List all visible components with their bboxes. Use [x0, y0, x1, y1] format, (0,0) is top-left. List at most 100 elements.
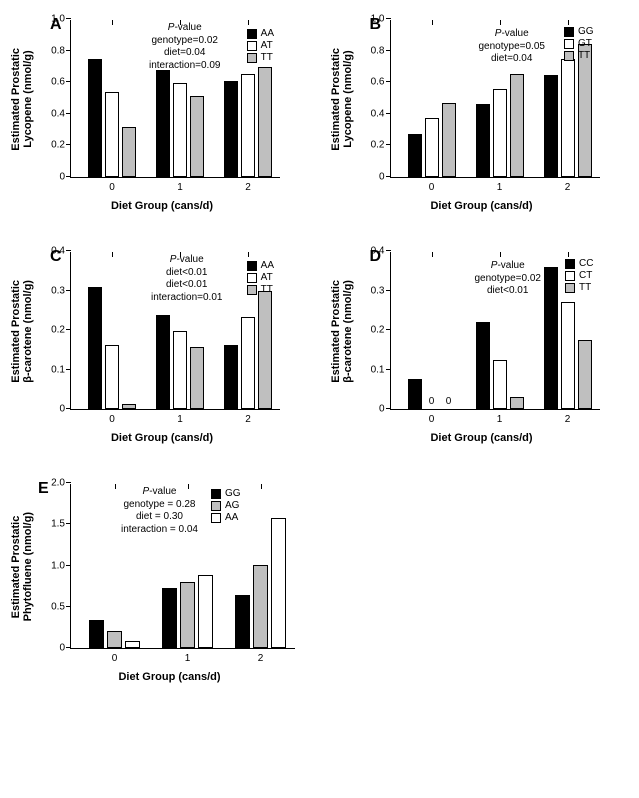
pvalue-line: interaction=0.01	[151, 292, 222, 305]
bar	[408, 134, 422, 177]
legend-item: GT	[564, 38, 594, 49]
legend-label: TT	[579, 282, 591, 293]
legend-item: GG	[564, 26, 594, 37]
pvalue-box: P-valuediet<0.01diet<0.01interaction=0.0…	[151, 254, 222, 304]
x-tick-label: 1	[177, 177, 183, 193]
x-tick-label: 2	[245, 409, 251, 425]
y-tick-label: 0.4	[371, 108, 391, 119]
legend-item: AA	[211, 512, 241, 523]
bar	[241, 317, 255, 409]
legend-label: GG	[225, 488, 241, 499]
x-tick-label: 2	[565, 409, 571, 425]
pvalue-line: diet<0.01	[475, 285, 541, 298]
bar	[190, 96, 204, 177]
y-tick-label: 0.6	[371, 77, 391, 88]
y-tick-label: 0.5	[51, 601, 71, 612]
bar	[122, 404, 136, 409]
x-tick-label: 0	[109, 409, 115, 425]
pvalue-line: interaction = 0.04	[121, 524, 198, 537]
bar	[476, 322, 490, 409]
y-tick-label: 0	[59, 172, 71, 183]
pvalue-line: diet=0.04	[149, 47, 220, 60]
bar	[578, 340, 592, 409]
x-tick-label: 0	[112, 648, 118, 664]
legend-label: TT	[578, 50, 590, 61]
y-axis-label: Estimated ProstaticPhytofluene (nmol/g)	[10, 512, 34, 621]
legend-swatch	[211, 513, 221, 523]
legend-item: AA	[247, 28, 274, 39]
y-tick-label: 0.2	[371, 325, 391, 336]
y-tick-label: 0	[59, 404, 71, 415]
bar	[235, 595, 250, 648]
x-axis-label: Diet Group (cans/d)	[360, 200, 604, 212]
y-tick-label: 0.8	[371, 45, 391, 56]
bar	[476, 104, 490, 177]
legend-swatch	[211, 489, 221, 499]
y-tick-label: 0.6	[51, 77, 71, 88]
bar	[224, 345, 238, 409]
legend: AAATTT	[247, 28, 274, 64]
bar	[156, 70, 170, 177]
legend-item: AA	[247, 260, 274, 271]
legend-swatch	[565, 271, 575, 281]
legend-item: TT	[247, 284, 274, 295]
panel-a: AEstimated ProstaticLycopene (nmol/g)00.…	[10, 20, 310, 212]
bar	[190, 347, 204, 409]
bar	[561, 302, 575, 409]
bar	[88, 287, 102, 409]
legend-swatch	[564, 27, 574, 37]
bar	[224, 81, 238, 177]
legend-label: AA	[261, 28, 274, 39]
y-tick-label: 0	[59, 643, 71, 654]
pvalue-header: P-value	[151, 254, 222, 267]
x-tick-label: 0	[429, 177, 435, 193]
bar	[425, 118, 439, 177]
panel-c: CCEstimated Prostaticβ-carotene (nmol/g)…	[10, 252, 310, 444]
bar	[173, 83, 187, 177]
zero-marker: 0	[446, 396, 452, 407]
legend-item: TT	[565, 282, 593, 293]
legend: AAATTT	[247, 260, 274, 296]
x-axis-label: Diet Group (cans/d)	[360, 432, 604, 444]
bar	[198, 575, 213, 648]
chart-plot: 00.10.20.30.400012CCCTTTP-valuegenotype=…	[356, 252, 600, 410]
legend-swatch	[564, 51, 574, 61]
legend-item: CC	[565, 258, 593, 269]
legend-item: AG	[211, 500, 241, 511]
bar	[162, 588, 177, 648]
bar	[122, 127, 136, 177]
pvalue-box: P-valuegenotype=0.02diet<0.01	[475, 260, 541, 298]
y-tick-label: 0.3	[371, 285, 391, 296]
y-tick-label: 0.2	[51, 140, 71, 151]
bar	[173, 331, 187, 409]
legend-item: CT	[565, 270, 593, 281]
bar	[156, 315, 170, 409]
pvalue-line: diet=0.04	[479, 53, 545, 66]
x-tick-label: 1	[177, 409, 183, 425]
bar	[258, 291, 272, 409]
bar	[241, 74, 255, 177]
legend-swatch	[247, 53, 257, 63]
legend-label: GT	[578, 38, 592, 49]
pvalue-line: genotype=0.02	[149, 35, 220, 48]
legend-swatch	[247, 29, 257, 39]
pvalue-box: P-valuegenotype = 0.28diet = 0.30interac…	[121, 486, 198, 536]
bar	[125, 641, 140, 648]
x-tick-label: 2	[565, 177, 571, 193]
bar	[510, 74, 524, 177]
y-tick-label: 0.3	[51, 285, 71, 296]
pvalue-line: genotype = 0.28	[121, 499, 198, 512]
y-tick-label: 0.1	[51, 364, 71, 375]
legend-swatch	[564, 39, 574, 49]
pvalue-header: P-value	[149, 22, 220, 35]
bar	[408, 379, 422, 409]
legend-item: AT	[247, 40, 274, 51]
legend-swatch	[247, 273, 257, 283]
panel-d: DEstimated Prostaticβ-carotene (nmol/g)0…	[330, 252, 630, 444]
legend: GGAGAA	[211, 488, 241, 524]
pvalue-line: diet = 0.30	[121, 511, 198, 524]
legend: CCCTTT	[565, 258, 593, 294]
y-tick-label: 1.0	[51, 560, 71, 571]
legend-item: GG	[211, 488, 241, 499]
bar	[493, 89, 507, 177]
